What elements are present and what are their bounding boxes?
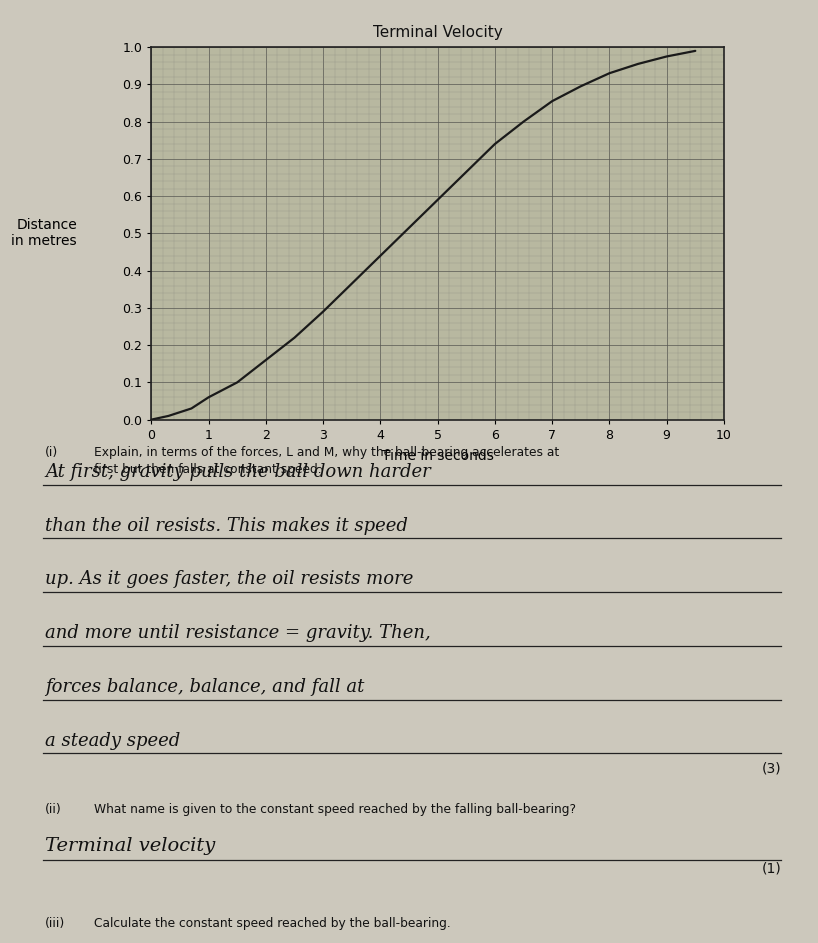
Text: (iii): (iii) <box>45 917 65 930</box>
Y-axis label: Distance
in metres: Distance in metres <box>11 218 77 249</box>
X-axis label: Time in seconds: Time in seconds <box>382 449 493 463</box>
Text: Explain, in terms of the forces, L and M, why the ball-bearing accelerates at
fi: Explain, in terms of the forces, L and M… <box>94 446 560 476</box>
Text: (3): (3) <box>762 761 781 775</box>
Text: (1): (1) <box>762 862 781 876</box>
Text: forces balance, balance, and fall at: forces balance, balance, and fall at <box>45 678 364 696</box>
Text: a steady speed: a steady speed <box>45 732 180 750</box>
Text: Terminal velocity: Terminal velocity <box>45 837 215 855</box>
Text: (i): (i) <box>45 446 58 459</box>
Text: and more until resistance = gravity. Then,: and more until resistance = gravity. The… <box>45 624 431 642</box>
Text: Calculate the constant speed reached by the ball-bearing.: Calculate the constant speed reached by … <box>94 917 451 930</box>
Text: What name is given to the constant speed reached by the falling ball-bearing?: What name is given to the constant speed… <box>94 803 576 817</box>
Text: up. As it goes faster, the oil resists more: up. As it goes faster, the oil resists m… <box>45 571 413 588</box>
Text: than the oil resists. This makes it speed: than the oil resists. This makes it spee… <box>45 517 408 535</box>
Title: Terminal Velocity: Terminal Velocity <box>373 25 502 41</box>
Text: At first, gravity pulls the ball down harder: At first, gravity pulls the ball down ha… <box>45 463 431 481</box>
Text: (ii): (ii) <box>45 803 61 817</box>
